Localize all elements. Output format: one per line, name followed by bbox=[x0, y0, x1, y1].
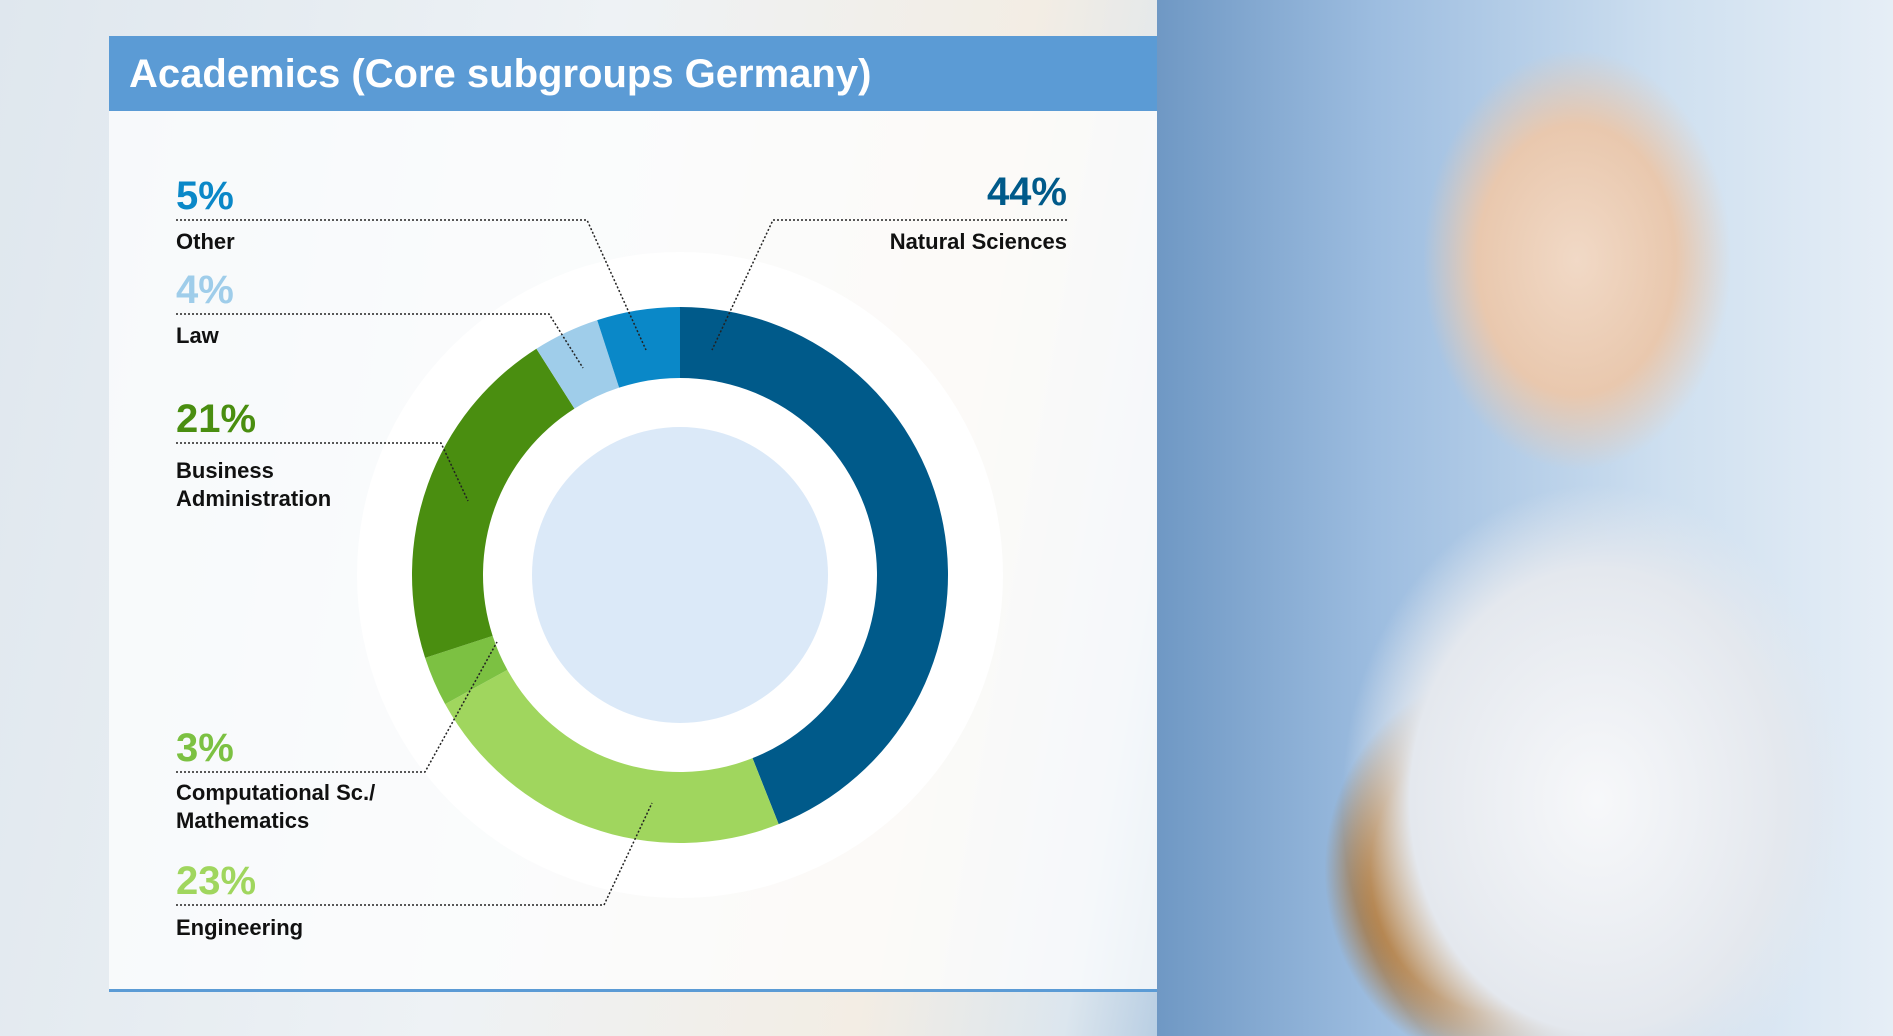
value-label: 44% bbox=[987, 172, 1067, 212]
category-label: Natural Sciences bbox=[767, 228, 1067, 256]
value-label: 4% bbox=[176, 270, 234, 310]
value-label: 21% bbox=[176, 399, 256, 439]
category-label: Computational Sc./ Mathematics bbox=[176, 779, 406, 835]
page: Academics (Core subgroups Germany) (() =… bbox=[0, 0, 1893, 1036]
category-label: Other bbox=[176, 228, 476, 256]
category-label: Engineering bbox=[176, 914, 476, 942]
category-label: Law bbox=[176, 322, 476, 350]
value-label: 23% bbox=[176, 861, 256, 901]
category-label: Business Administration bbox=[176, 457, 356, 513]
value-label: 5% bbox=[176, 176, 234, 216]
value-label: 3% bbox=[176, 728, 234, 768]
chart bbox=[0, 0, 1893, 1036]
donut-center bbox=[532, 427, 828, 723]
